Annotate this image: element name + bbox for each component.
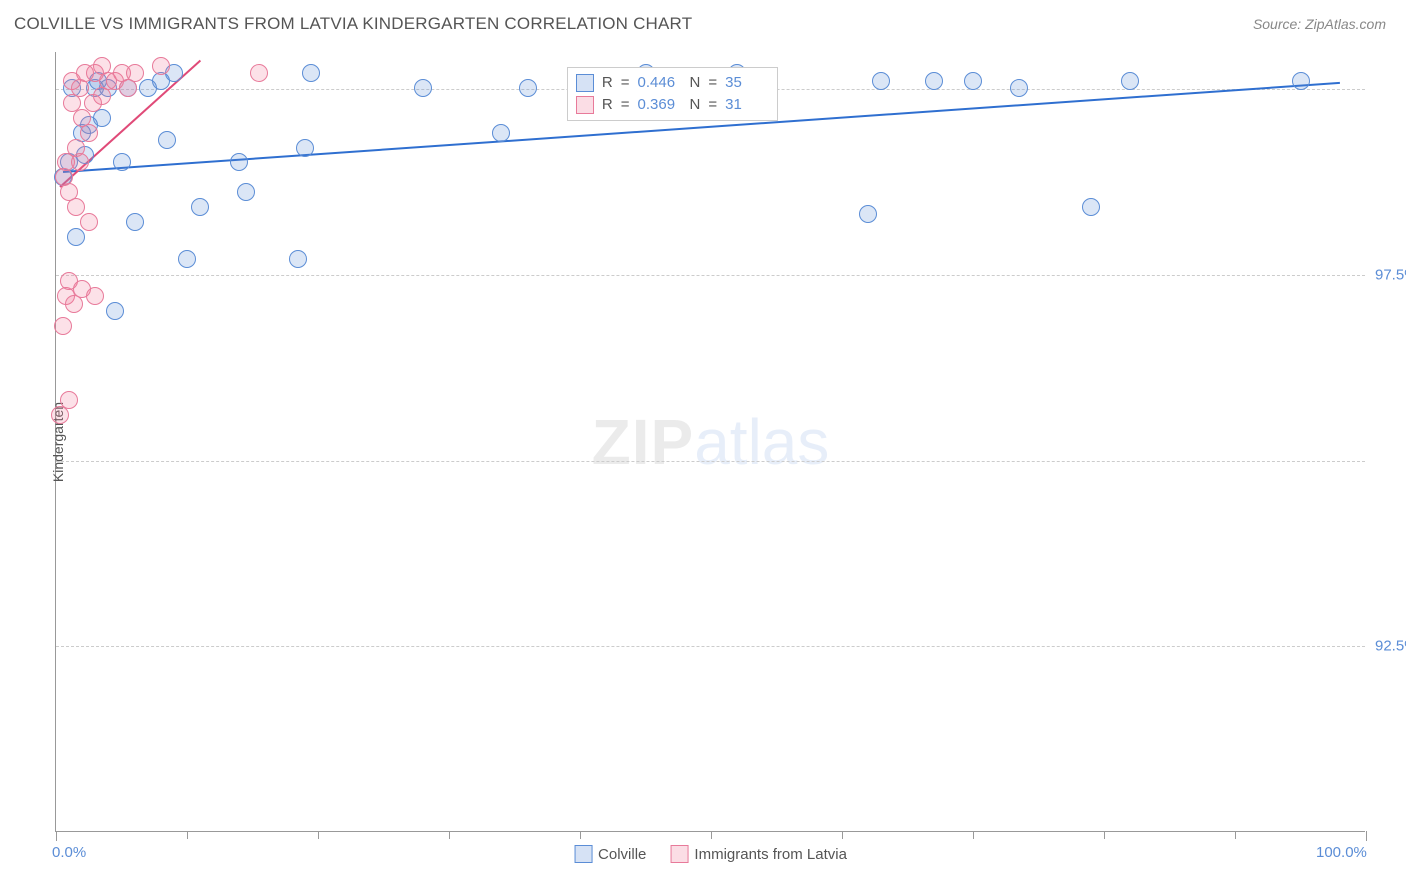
x-tick [449, 831, 450, 839]
gridline [56, 646, 1365, 647]
y-tick-label: 97.5% [1375, 266, 1406, 283]
chart-source: Source: ZipAtlas.com [1253, 16, 1386, 32]
data-point [113, 153, 131, 171]
stat-r-value: 0.446 [638, 74, 682, 91]
chart-header: COLVILLE VS IMMIGRANTS FROM LATVIA KINDE… [0, 0, 1406, 48]
x-tick [187, 831, 188, 839]
data-point [1121, 72, 1139, 90]
data-point [54, 317, 72, 335]
x-tick-label: 0.0% [52, 844, 86, 861]
stats-box: R = 0.446 N = 35 R = 0.369 N = 31 [567, 67, 778, 121]
data-point [93, 109, 111, 127]
x-tick [1366, 831, 1367, 841]
data-point [126, 64, 144, 82]
gridline [56, 461, 1365, 462]
data-point [80, 124, 98, 142]
stat-n-label: N [690, 96, 701, 113]
stat-n-label: N [690, 74, 701, 91]
data-point [964, 72, 982, 90]
data-point [414, 79, 432, 97]
watermark-part2: atlas [694, 406, 829, 478]
data-point [237, 183, 255, 201]
data-point [71, 153, 89, 171]
data-point [67, 198, 85, 216]
data-point [80, 213, 98, 231]
legend-label: Immigrants from Latvia [694, 846, 847, 863]
data-point [925, 72, 943, 90]
data-point [126, 213, 144, 231]
chart-title: COLVILLE VS IMMIGRANTS FROM LATVIA KINDE… [14, 14, 692, 34]
scatter-plot: Kindergarten ZIPatlas ColvilleImmigrants… [55, 52, 1365, 832]
x-tick [580, 831, 581, 839]
legend-item: Colville [574, 845, 646, 863]
data-point [492, 124, 510, 142]
stat-eq: = [621, 96, 630, 113]
stat-eq: = [708, 96, 717, 113]
legend-swatch [574, 845, 592, 863]
data-point [60, 391, 78, 409]
legend-swatch [670, 845, 688, 863]
x-tick [973, 831, 974, 839]
watermark: ZIPatlas [592, 405, 830, 479]
data-point [191, 198, 209, 216]
legend-label: Colville [598, 846, 646, 863]
x-tick-label: 100.0% [1316, 844, 1367, 861]
data-point [230, 153, 248, 171]
x-tick [1235, 831, 1236, 839]
stat-r-label: R [602, 96, 613, 113]
x-tick [318, 831, 319, 839]
legend-swatch [576, 74, 594, 92]
stat-eq: = [708, 74, 717, 91]
data-point [86, 287, 104, 305]
data-point [859, 205, 877, 223]
y-tick-label: 92.5% [1375, 638, 1406, 655]
data-point [178, 250, 196, 268]
legend-swatch [576, 96, 594, 114]
data-point [67, 228, 85, 246]
data-point [1082, 198, 1100, 216]
data-point [250, 64, 268, 82]
stat-r-value: 0.369 [638, 96, 682, 113]
stats-row: R = 0.369 N = 31 [576, 94, 769, 116]
data-point [152, 57, 170, 75]
stats-row: R = 0.446 N = 35 [576, 72, 769, 94]
x-tick [842, 831, 843, 839]
legend: Colville Immigrants from Latvia [574, 845, 847, 863]
gridline [56, 275, 1365, 276]
x-tick [1104, 831, 1105, 839]
data-point [158, 131, 176, 149]
data-point [289, 250, 307, 268]
x-tick [711, 831, 712, 839]
legend-item: Immigrants from Latvia [670, 845, 847, 863]
stat-r-label: R [602, 74, 613, 91]
data-point [872, 72, 890, 90]
watermark-part1: ZIP [592, 406, 695, 478]
stat-n-value: 31 [725, 96, 769, 113]
data-point [1292, 72, 1310, 90]
stat-n-value: 35 [725, 74, 769, 91]
stat-eq: = [621, 74, 630, 91]
data-point [519, 79, 537, 97]
data-point [302, 64, 320, 82]
x-tick [56, 831, 57, 841]
data-point [106, 302, 124, 320]
data-point [296, 139, 314, 157]
data-point [1010, 79, 1028, 97]
